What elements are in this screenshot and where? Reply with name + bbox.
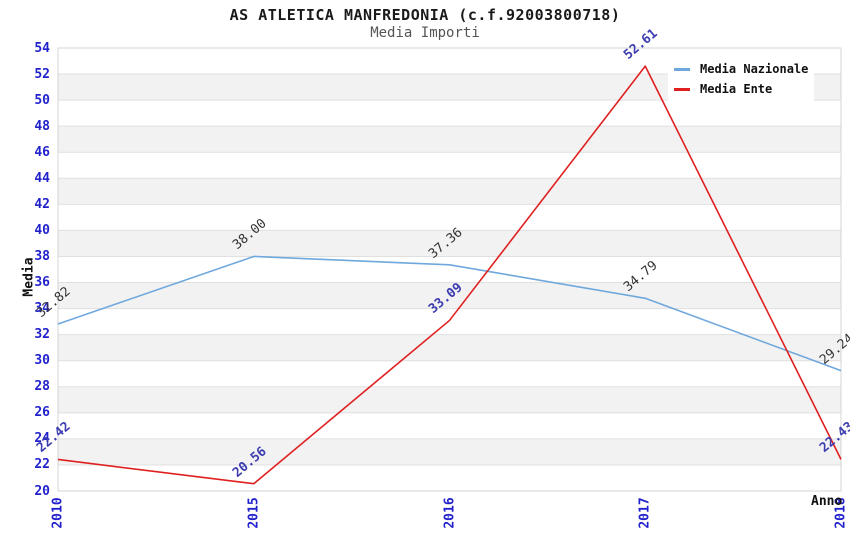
y-tick-label: 30 <box>34 353 50 369</box>
y-tick-label: 52 <box>34 66 50 82</box>
y-axis-title: Media <box>21 257 37 297</box>
plot-band <box>58 126 841 153</box>
y-tick-label: 32 <box>34 327 50 343</box>
chart-title: AS ATLETICA MANFREDONIA (c.f.92003800718… <box>229 6 621 24</box>
y-tick-label: 40 <box>34 222 50 238</box>
legend: Media Nazionale Media Ente <box>668 53 814 105</box>
plot-band <box>58 282 841 309</box>
y-tick-label: 48 <box>34 118 50 134</box>
legend-swatch-media-ente <box>674 87 690 91</box>
series-line-media-nazionale <box>57 255 842 372</box>
plot-band <box>58 178 841 205</box>
plot-band <box>58 230 841 257</box>
y-tick-label: 46 <box>34 144 50 160</box>
plot-band <box>58 334 841 361</box>
y-tick-label: 20 <box>34 483 50 499</box>
legend-item-label: Media Ente <box>700 82 773 96</box>
legend-swatch-media-nazionale <box>674 67 690 71</box>
plot-border <box>57 47 842 492</box>
y-tick-label: 26 <box>34 405 50 421</box>
legend-item-label: Media Nazionale <box>700 62 809 76</box>
x-axis-title: Anno <box>811 494 843 509</box>
y-tick-label: 44 <box>34 170 50 186</box>
y-tick-label: 50 <box>34 92 50 108</box>
y-tick-label: 42 <box>34 196 50 212</box>
y-tick-label: 54 <box>34 40 50 56</box>
y-tick-label: 34 <box>34 301 50 317</box>
legend-item-media-nazionale: Media Nazionale <box>674 59 814 79</box>
y-tick-label: 36 <box>34 275 50 291</box>
y-tick-label: 24 <box>34 431 50 447</box>
y-tick-label: 38 <box>34 248 50 264</box>
y-tick-label: 28 <box>34 379 50 395</box>
x-tick-label: 2010 <box>50 497 66 529</box>
series-line-media-ente <box>57 65 842 485</box>
x-tick-label: 2015 <box>246 497 262 529</box>
x-tick-label: 2017 <box>637 497 653 529</box>
x-tick-label: 2016 <box>442 497 457 529</box>
legend-item-media-ente: Media Ente <box>674 79 814 99</box>
y-tick-label: 22 <box>34 457 50 473</box>
chart-subtitle: Media Importi <box>370 25 480 41</box>
plot-band <box>58 386 841 413</box>
plot-band <box>58 438 841 465</box>
